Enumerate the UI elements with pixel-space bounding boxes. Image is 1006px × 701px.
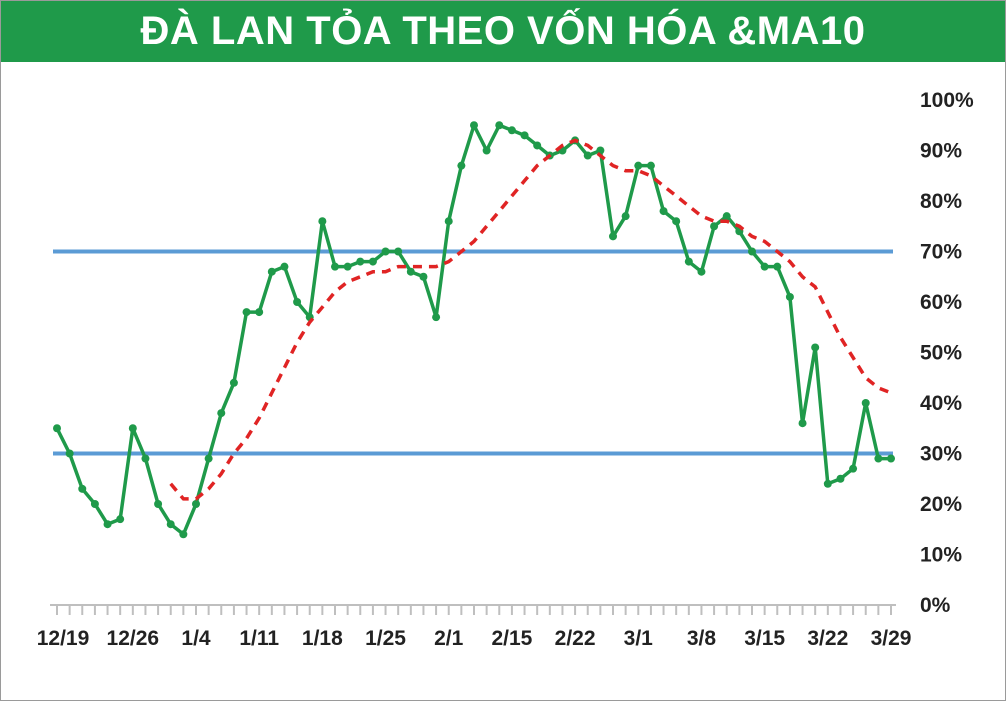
breadth-point <box>406 267 415 276</box>
breadth-point <box>255 308 264 317</box>
breadth-point <box>760 262 769 271</box>
y-tick-label: 70% <box>920 241 962 264</box>
breadth-point <box>634 161 643 170</box>
breadth-point <box>470 121 478 130</box>
breadth-point <box>192 500 200 508</box>
breadth-point <box>798 419 807 428</box>
breadth-point <box>154 500 163 508</box>
breadth-point <box>128 424 137 433</box>
y-tick-label: 30% <box>920 443 962 466</box>
breadth-point <box>368 257 377 266</box>
title-bar: ĐÀ LAN TỎA THEO VỐN HÓA &MA10 <box>1 1 1005 62</box>
breadth-point <box>78 484 87 493</box>
y-tick-label: 10% <box>920 544 962 567</box>
breadth-point <box>874 454 883 463</box>
breadth-point <box>646 161 655 170</box>
y-tick-label: 80% <box>920 190 962 213</box>
x-tick-label: 2/1 <box>434 627 464 650</box>
breadth-point <box>293 298 302 306</box>
breadth-point <box>672 217 681 226</box>
breadth-point <box>116 515 125 524</box>
breadth-point <box>887 454 895 463</box>
breadth-point <box>217 409 226 418</box>
breadth-point <box>748 247 756 256</box>
breadth-point <box>204 454 213 463</box>
breadth-point <box>596 146 605 155</box>
breadth-point <box>343 262 352 271</box>
y-tick-label: 60% <box>920 291 962 314</box>
x-tick-label: 1/18 <box>302 627 343 650</box>
x-tick-label: 3/15 <box>744 627 785 650</box>
breadth-point <box>419 272 428 281</box>
breadth-point <box>710 222 719 231</box>
breadth-point <box>621 212 630 221</box>
breadth-point <box>684 257 693 266</box>
breadth-point <box>722 212 731 221</box>
breadth-point <box>280 262 289 271</box>
breadth-point <box>90 500 99 508</box>
y-tick-label: 90% <box>920 140 962 163</box>
chart-title: ĐÀ LAN TỎA THEO VỐN HÓA &MA10 <box>140 9 866 53</box>
x-tick-label: 1/11 <box>239 627 279 650</box>
x-tick-label: 1/25 <box>365 627 406 650</box>
breadth-point <box>444 217 453 226</box>
x-tick-label: 3/22 <box>807 627 848 650</box>
breadth-point <box>53 424 61 433</box>
breadth-point <box>267 267 276 276</box>
x-tick-label: 3/8 <box>687 627 717 650</box>
breadth-point <box>356 257 365 266</box>
breadth-point <box>583 151 592 160</box>
breadth-point <box>811 343 820 352</box>
breadth-point <box>659 207 668 216</box>
breadth-point <box>103 520 112 529</box>
x-tick-label: 12/26 <box>107 627 160 650</box>
breadth-point <box>773 262 782 271</box>
breadth-point <box>141 454 150 463</box>
breadth-line <box>55 123 891 537</box>
breadth-point <box>482 146 491 155</box>
breadth-point <box>849 464 858 473</box>
breadth-point <box>331 262 339 271</box>
x-tick-label: 12/19 <box>37 627 90 650</box>
breadth-point <box>697 267 706 276</box>
y-tick-label: 0% <box>920 594 951 617</box>
breadth-point <box>242 308 251 317</box>
breadth-point <box>457 161 466 170</box>
x-tick-label: 1/4 <box>181 627 211 650</box>
x-tick-label: 2/15 <box>491 627 532 650</box>
ma10-line <box>169 138 892 501</box>
breadth-point <box>229 378 238 387</box>
breadth-point <box>179 530 188 539</box>
breadth-point <box>65 449 74 458</box>
breadth-point <box>609 232 617 241</box>
x-tick-label: 2/22 <box>555 627 596 650</box>
breadth-point <box>394 247 403 256</box>
y-tick-label: 40% <box>920 392 962 415</box>
breadth-point <box>507 126 516 135</box>
breadth-point <box>533 141 542 150</box>
breadth-point <box>520 131 529 140</box>
breadth-point <box>318 217 327 226</box>
breadth-point <box>861 399 870 407</box>
breadth-point <box>785 292 794 301</box>
breadth-point <box>432 313 441 322</box>
y-tick-label: 20% <box>920 493 962 516</box>
x-tick-label: 3/1 <box>624 627 654 650</box>
breadth-point <box>823 479 832 488</box>
x-tick-label: 3/29 <box>871 627 912 650</box>
y-tick-label: 50% <box>920 342 962 365</box>
breadth-point <box>495 121 504 130</box>
breadth-point <box>166 520 175 529</box>
y-tick-label: 100% <box>920 89 974 112</box>
breadth-point <box>836 474 845 483</box>
breadth-point <box>381 247 390 256</box>
